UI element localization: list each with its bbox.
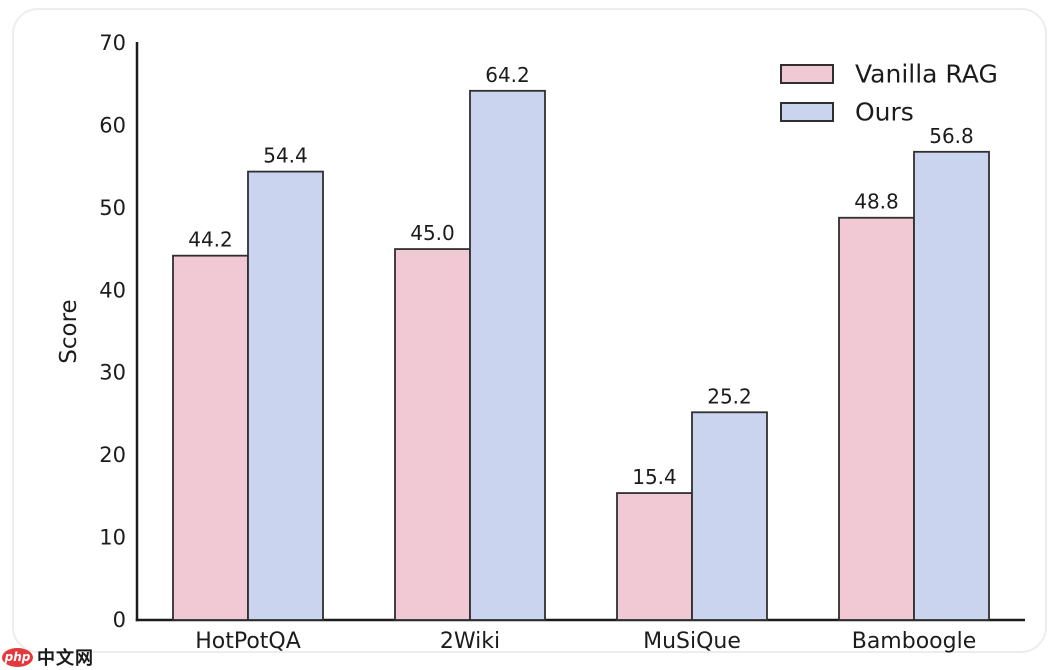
- bar-value-label: 15.4: [632, 465, 677, 489]
- bar: [469, 89, 546, 621]
- watermark-site-text: 中文网: [37, 648, 94, 669]
- y-tick-label: 70: [99, 31, 126, 55]
- x-category-label: Bamboogle: [852, 629, 977, 654]
- y-tick-label: 10: [99, 526, 126, 550]
- bar: [913, 150, 990, 621]
- y-tick-label: 50: [99, 196, 126, 220]
- y-tick-label: 40: [99, 278, 126, 302]
- legend-label: Ours: [855, 98, 914, 127]
- x-category-label: HotPotQA: [195, 629, 301, 654]
- bar: [616, 492, 693, 621]
- bar: [172, 254, 249, 621]
- bar-value-label: 64.2: [485, 63, 530, 87]
- bar: [838, 216, 915, 621]
- bar-value-label: 48.8: [854, 190, 899, 214]
- php-logo-icon: php: [2, 647, 33, 667]
- y-axis-title: Score: [56, 299, 82, 363]
- y-tick-label: 20: [99, 443, 126, 467]
- legend-swatch: [780, 102, 834, 122]
- bar-value-label: 56.8: [929, 124, 974, 148]
- x-category-label: MuSiQue: [643, 629, 741, 654]
- y-tick-label: 60: [99, 113, 126, 137]
- bar-value-label: 45.0: [410, 221, 455, 245]
- bar-value-label: 54.4: [263, 144, 308, 168]
- php-logo-text: php: [4, 650, 31, 664]
- watermark: php 中文网: [2, 646, 94, 669]
- legend-label: Vanilla RAG: [855, 60, 998, 89]
- y-tick-label: 30: [99, 361, 126, 385]
- y-tick-label: 0: [113, 608, 126, 632]
- legend-swatch: [780, 64, 834, 84]
- bar: [247, 170, 324, 621]
- x-category-label: 2Wiki: [440, 629, 500, 654]
- bar-value-label: 25.2: [707, 384, 752, 408]
- bar: [394, 248, 471, 621]
- bar: [691, 411, 768, 621]
- bar-value-label: 44.2: [188, 228, 233, 252]
